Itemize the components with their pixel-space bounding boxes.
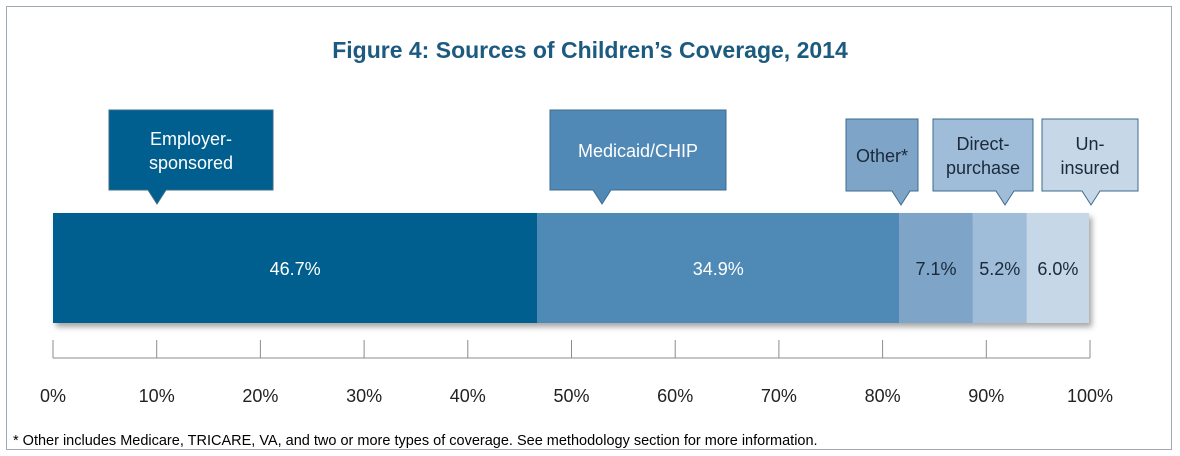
callout-label: Other*	[856, 146, 908, 166]
x-tick-label: 30%	[346, 386, 382, 406]
bar-segments	[53, 213, 1089, 323]
x-tick-label: 70%	[761, 386, 797, 406]
data-label: 6.0%	[1037, 259, 1078, 279]
x-tick-label: 80%	[865, 386, 901, 406]
data-label: 46.7%	[270, 259, 321, 279]
callout-box	[1041, 118, 1139, 206]
x-tick-label: 100%	[1067, 386, 1113, 406]
callout-box	[845, 118, 919, 206]
x-tick-label: 60%	[657, 386, 693, 406]
data-label: 7.1%	[915, 259, 956, 279]
data-label: 5.2%	[979, 259, 1020, 279]
stacked-bar: 46.7% 34.9% 7.1% 5.2% 6.0%	[53, 213, 1089, 323]
data-label: 34.9%	[693, 259, 744, 279]
bar-segment	[537, 213, 900, 323]
callout-label: Employer-	[150, 129, 232, 149]
callout-label: purchase	[946, 158, 1020, 178]
bar-segment	[1026, 213, 1089, 323]
callout-box	[549, 109, 727, 205]
callout-label: Direct-	[957, 134, 1010, 154]
x-tick-label: 20%	[242, 386, 278, 406]
callout-box	[932, 118, 1034, 206]
x-tick-label: 40%	[450, 386, 486, 406]
x-tick-label: 10%	[139, 386, 175, 406]
x-tick-labels: 0% 10% 20% 30% 40% 50% 60% 70% 80% 90% 100%	[40, 386, 1113, 406]
chart-svg: 46.7% 34.9% 7.1% 5.2% 6.0% Employer-sponsore…	[40, 109, 1139, 406]
callout-label: sponsored	[149, 153, 233, 173]
bar-segment	[899, 213, 973, 323]
callout-label: insured	[1060, 158, 1119, 178]
callout-box	[108, 109, 274, 205]
callout-labels: Employer-sponsored Medicaid/CHIP Other* Dir…	[108, 109, 1139, 206]
x-tick-label: 0%	[40, 386, 66, 406]
x-axis	[52, 340, 1091, 359]
x-tick-label: 90%	[968, 386, 1004, 406]
chart-title: Figure 4: Sources of Children’s Coverage…	[332, 37, 848, 63]
chart-frame: Figure 4: Sources of Children’s Coverage…	[6, 6, 1172, 450]
bar-segment	[972, 213, 1027, 323]
callout-label: Medicaid/CHIP	[578, 141, 698, 161]
footnote: * Other includes Medicare, TRICARE, VA, …	[13, 433, 818, 449]
callout-label: Un-	[1075, 134, 1104, 154]
x-tick-label: 50%	[553, 386, 589, 406]
bar-segment	[53, 213, 538, 323]
